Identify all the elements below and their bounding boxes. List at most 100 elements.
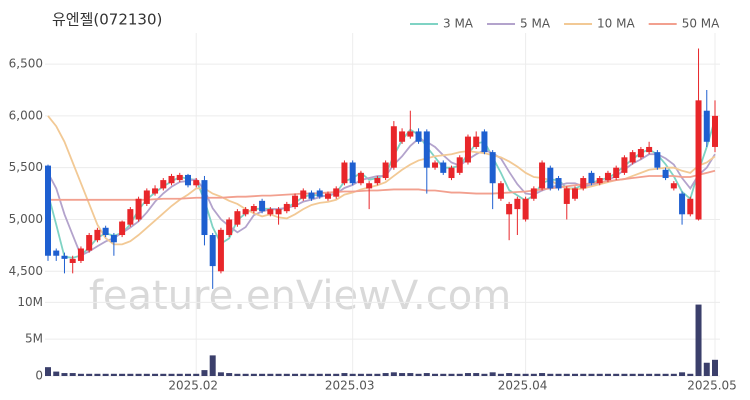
y-tick-label: 5,500 [9,160,43,174]
candle-body [489,152,496,184]
volume-bar [497,373,504,376]
candle-body [687,198,694,215]
candle-body [613,167,620,179]
candle-body [168,175,175,184]
volume-bar [308,373,315,376]
candle-body [712,115,718,147]
candle-body [201,180,208,236]
volume-bar [217,372,224,376]
volume-bar [226,373,233,376]
candle-body [563,188,570,204]
volume-bar [390,372,397,376]
volume-bar [621,373,628,376]
candle-body [448,167,455,179]
candle-body [234,211,241,225]
volume-bar [333,373,340,376]
volume-bar [432,373,439,376]
volume-bar [316,373,323,376]
ma-line [47,115,716,246]
candle-body [143,190,150,204]
candle-body [506,203,513,215]
candle-body [481,131,488,153]
candle-body [53,250,60,256]
volume-bar [464,373,471,376]
volume-bar [506,373,513,376]
candle-body [539,162,546,189]
volume-bar [259,373,266,376]
volume-bar [489,372,496,376]
volume-bar [473,373,480,376]
candle-body [555,178,562,189]
y-tick-label: 4,500 [9,264,43,278]
volume-bar [250,373,257,376]
candle-body [357,172,364,184]
candle-body [382,162,389,179]
candle-body [135,198,142,220]
volume-bar [662,373,669,376]
candle-body [217,229,224,272]
candle-body [637,149,644,158]
volume-bar [94,373,101,376]
candle-body [308,192,315,199]
volume-tick-label: 0 [35,369,43,383]
volume-bar [679,372,686,376]
volume-bar [143,373,150,376]
candle-body [300,190,307,199]
candle-body [184,174,191,186]
candle-body [654,152,661,168]
candle-body [596,178,603,184]
volume-bar [209,355,216,376]
candle-body [69,258,76,263]
volume-bar [382,373,389,376]
volume-bar [670,373,677,376]
candle-body [514,198,521,210]
volume-bar [275,373,282,376]
volume-bar [695,304,702,376]
volume-bar [77,373,84,376]
volume-bar [267,373,274,376]
candle-body [399,131,406,142]
candle-body [662,169,669,179]
volume-bar [580,373,587,376]
volume-bar [102,373,109,376]
volume-bar [613,373,620,376]
candle-body [423,131,430,168]
candle-body [530,188,537,199]
volume-bar [86,373,93,376]
volume-bar [324,373,331,376]
candle-body [45,165,51,256]
volume-bar [604,373,611,376]
volume-bar [596,373,603,376]
volume-bar [127,373,134,376]
candle-body [176,174,183,181]
volume-bar [563,373,570,376]
candle-body [160,180,167,189]
volume-bar [440,373,447,376]
ma-line [47,119,716,259]
candle-body [572,188,579,199]
volume-bar [637,373,644,376]
candle-body [497,183,504,199]
volume-bar [193,373,200,376]
candle-body [407,131,414,137]
legend-label: 10 MA [597,17,635,31]
volume-bar [530,373,537,376]
volume-bar [110,373,117,376]
candle-body [86,235,93,251]
candle-body [580,178,587,189]
volume-bar [522,373,529,376]
volume-bar [61,373,68,376]
candle-body [341,162,348,184]
candle-body [242,209,249,215]
candle-body [646,146,653,153]
volume-bar [53,371,60,376]
volume-bar [168,373,175,376]
candle-body [366,183,373,189]
candle-body [316,190,323,197]
legend-label: 3 MA [443,17,474,31]
candle-body [333,188,340,197]
y-tick-label: 6,000 [9,108,43,122]
volume-tick-label: 10M [17,295,43,309]
volume-bar [176,373,183,376]
ma-line [48,169,716,201]
